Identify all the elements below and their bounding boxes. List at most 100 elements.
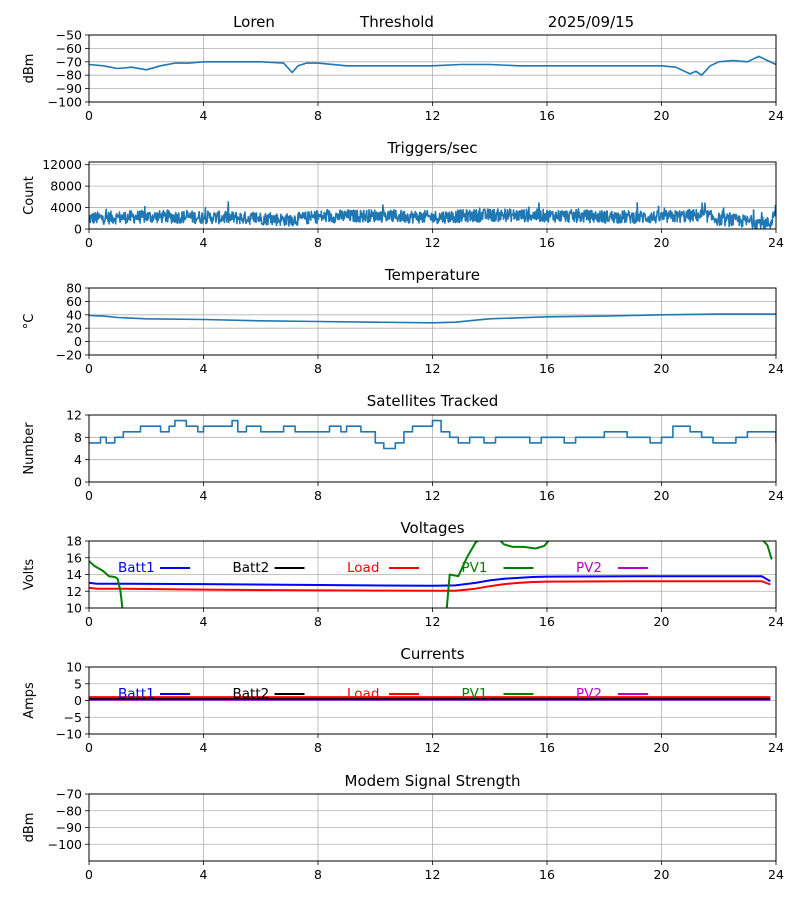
x-tick-label: 0: [85, 235, 93, 250]
x-tick-label: 12: [425, 108, 441, 123]
y-tick-label: −100: [48, 95, 82, 110]
x-tick-label: 12: [425, 235, 441, 250]
x-tick-label: 0: [85, 867, 93, 882]
y-tick-label: −5: [64, 710, 82, 725]
x-tick-label: 16: [539, 488, 555, 503]
series-line-batt1: [89, 575, 771, 587]
x-tick-label: 8: [314, 361, 322, 376]
series-line-temperature: [89, 313, 776, 324]
plot-area: [89, 419, 776, 450]
x-tick-label: 20: [654, 108, 670, 123]
y-tick-label: 12000: [42, 157, 82, 172]
header-date: 2025/09/15: [548, 13, 634, 31]
y-axis-label: °C: [22, 314, 37, 330]
x-tick-label: 8: [314, 488, 322, 503]
y-axis-label: Amps: [22, 682, 37, 719]
x-tick-label: 24: [768, 740, 784, 755]
y-tick-label: 18: [66, 534, 82, 549]
x-tick-label: 8: [314, 235, 322, 250]
y-tick-label: −10: [56, 727, 82, 742]
y-tick-label: 5: [74, 676, 82, 691]
y-tick-label: −60: [56, 41, 82, 56]
x-tick-label: 0: [85, 108, 93, 123]
x-tick-label: 4: [200, 108, 208, 123]
x-tick-label: 0: [85, 361, 93, 376]
x-tick-label: 24: [768, 614, 784, 629]
panel-title: Currents: [400, 645, 464, 663]
legend-label: PV1: [462, 560, 488, 576]
x-tick-label: 16: [539, 108, 555, 123]
y-tick-label: 0: [74, 222, 82, 237]
plot-area: [89, 201, 776, 229]
y-tick-label: 0: [74, 475, 82, 490]
plot-area: [89, 696, 771, 701]
panel-title: Modem Signal Strength: [345, 772, 521, 790]
y-tick-label: 8: [74, 430, 82, 445]
plot-area: [89, 55, 776, 76]
x-tick-label: 20: [654, 867, 670, 882]
x-tick-label: 16: [539, 867, 555, 882]
series-line-load: [89, 580, 771, 592]
panel-title: Triggers/sec: [387, 139, 478, 157]
x-tick-label: 16: [539, 235, 555, 250]
plot-area: [89, 541, 773, 608]
x-tick-label: 12: [425, 867, 441, 882]
series-line-satellites: [89, 419, 776, 450]
x-tick-label: 20: [654, 488, 670, 503]
panel-title: Satellites Tracked: [367, 392, 498, 410]
panel-7: 0 4 8 12 16 20 24 −70−80 −90 −100 Modem Signal Str…: [22, 772, 784, 882]
y-axis-label: Volts: [22, 559, 37, 591]
y-tick-label: −70: [56, 787, 82, 802]
y-axis-label: dBm: [22, 54, 37, 84]
y-tick-label: 20: [66, 321, 82, 336]
panel-1: 0 4 8 12 16 20 24 −50−60−70−80−90−100 dBm: [22, 28, 784, 124]
x-tick-label: 0: [85, 488, 93, 503]
y-tick-label: −20: [56, 348, 82, 363]
y-tick-label: 10: [66, 601, 82, 616]
x-tick-label: 8: [314, 614, 322, 629]
y-tick-label: 40: [66, 307, 82, 322]
x-tick-label: 4: [200, 614, 208, 629]
x-tick-label: 16: [539, 740, 555, 755]
y-tick-label: 12: [66, 408, 82, 423]
legend-label: PV2: [576, 560, 602, 576]
x-tick-label: 24: [768, 867, 784, 882]
legend-label: Load: [347, 686, 379, 702]
y-tick-label: 8000: [50, 179, 82, 194]
y-tick-label: −80: [56, 68, 82, 83]
y-tick-label: 10: [66, 660, 82, 675]
x-tick-label: 24: [768, 488, 784, 503]
x-tick-label: 8: [314, 740, 322, 755]
x-tick-label: 12: [425, 361, 441, 376]
x-tick-label: 8: [314, 867, 322, 882]
y-tick-label: 16: [66, 550, 82, 565]
y-tick-label: 80: [66, 281, 82, 296]
y-tick-label: 0: [74, 693, 82, 708]
legend-label: Batt1: [118, 686, 155, 702]
y-axis-label: dBm: [22, 813, 37, 843]
x-tick-label: 24: [768, 108, 784, 123]
panel-4: 0 4 8 12 16 20 24 0 4 8 12 Satellites Tracked Number: [22, 392, 784, 503]
y-tick-label: 0: [74, 334, 82, 349]
x-tick-label: 4: [200, 488, 208, 503]
x-tick-label: 12: [425, 614, 441, 629]
series-line-signal: [89, 55, 776, 76]
series-line-pv1: [89, 541, 773, 608]
series-line-triggers: [89, 201, 776, 229]
x-tick-label: 4: [200, 740, 208, 755]
legend-label: PV2: [576, 686, 602, 702]
y-tick-label: 60: [66, 294, 82, 309]
y-tick-label: 4000: [50, 200, 82, 215]
x-tick-label: 20: [654, 235, 670, 250]
legend-label: Load: [347, 560, 379, 576]
x-tick-label: 16: [539, 361, 555, 376]
x-tick-label: 20: [654, 361, 670, 376]
x-tick-label: 4: [200, 361, 208, 376]
x-tick-label: 4: [200, 235, 208, 250]
y-axis-label: Count: [22, 176, 37, 215]
x-tick-label: 4: [200, 867, 208, 882]
x-tick-label: 24: [768, 235, 784, 250]
